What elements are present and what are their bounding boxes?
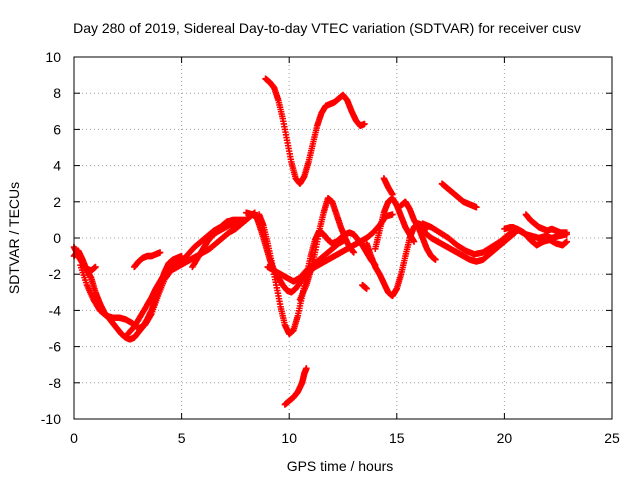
x-axis-label: GPS time / hours — [287, 458, 394, 474]
y-tick-label: -6 — [49, 339, 62, 355]
y-tick-label: 0 — [53, 230, 61, 246]
x-tick-label: 15 — [389, 430, 405, 446]
series-track-o — [419, 220, 521, 258]
data-point — [473, 204, 480, 211]
series-track-t — [262, 75, 368, 187]
series-track-c — [70, 243, 99, 274]
y-tick-label: -10 — [41, 411, 61, 427]
data-point — [341, 236, 349, 244]
series-track-a — [70, 247, 185, 343]
data-point — [92, 263, 99, 271]
data-point — [410, 238, 418, 245]
data-point — [389, 211, 396, 218]
series-track-s — [501, 223, 571, 249]
data-point — [242, 216, 250, 224]
series-track-f — [189, 220, 239, 271]
x-tick-label: 20 — [497, 430, 513, 446]
series-track-m — [397, 198, 439, 263]
y-tick-label: 2 — [53, 194, 61, 210]
y-axis-label: SDTVAR / TECUs — [6, 182, 22, 294]
y-tick-label: -2 — [49, 266, 62, 282]
series-track-j — [264, 236, 349, 285]
y-tick-label: 10 — [45, 49, 61, 65]
ticks-layer: 0 5 10 15 20 25 -10 -8 -6 -4 -2 0 2 4 6 8 10 — [41, 49, 620, 446]
series-track-p — [438, 180, 480, 211]
data-point — [156, 249, 164, 256]
y-tick-label: 6 — [53, 121, 61, 137]
data-point — [350, 249, 357, 256]
x-tick-label: 25 — [604, 430, 620, 446]
points-layer — [70, 75, 571, 408]
y-tick-label: -4 — [49, 302, 62, 318]
data-point — [363, 285, 370, 292]
chart-title: Day 280 of 2019, Sidereal Day-to-day VTE… — [73, 20, 581, 36]
data-point — [563, 238, 571, 245]
data-point — [432, 256, 439, 263]
series-track-u — [281, 365, 310, 408]
y-tick-label: -8 — [49, 375, 62, 391]
x-tick-label: 5 — [178, 430, 186, 446]
series-track-i — [296, 194, 357, 303]
y-tick-label: 8 — [53, 85, 61, 101]
data-point — [389, 191, 396, 198]
data-point — [361, 120, 368, 128]
x-tick-label: 0 — [70, 430, 78, 446]
x-tick-label: 10 — [281, 430, 297, 446]
series-track-l — [372, 194, 418, 253]
data-point — [232, 220, 239, 227]
series-track-w — [380, 175, 396, 198]
data-point — [303, 365, 310, 372]
y-tick-label: 4 — [53, 158, 61, 174]
series-track-d — [131, 249, 164, 271]
series-track-v — [359, 281, 370, 292]
data-point — [563, 231, 571, 238]
